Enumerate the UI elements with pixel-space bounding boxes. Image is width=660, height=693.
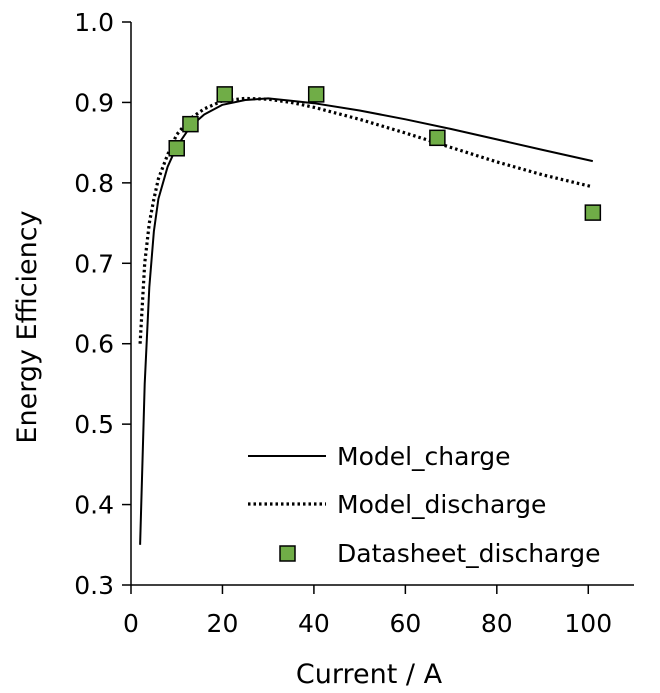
axes (130, 22, 634, 586)
y-tick-label: 0.4 (74, 491, 114, 520)
y-tick-label: 0.8 (74, 169, 114, 198)
y-tick-label: 0.9 (74, 88, 114, 117)
series-line-model-charge (139, 97, 594, 545)
data-point-datasheet-discharge (216, 86, 233, 103)
plot-lines (138, 96, 594, 545)
y-tick-label: 1.0 (74, 8, 114, 37)
y-tick-label: 0.5 (74, 410, 114, 439)
data-point-datasheet-discharge (429, 129, 446, 147)
x-tick-label: 100 (564, 609, 612, 638)
legend-swatch-datasheet-discharge (279, 545, 296, 562)
legend-label-model-discharge: Model_discharge (337, 490, 546, 519)
data-point-datasheet-discharge (168, 140, 185, 157)
x-axis-title: Current / A (296, 659, 443, 690)
y-axis-title: Energy Efficiency (12, 210, 43, 443)
legend-label-datasheet-discharge: Datasheet_discharge (337, 539, 600, 568)
x-tick-label: 20 (207, 609, 239, 638)
legend: Model_charge Model_discharge Datasheet_d… (248, 442, 600, 568)
series-line-model-discharge (138, 96, 594, 344)
data-point-datasheet-discharge (182, 115, 199, 133)
x-tick-label: 0 (123, 609, 139, 638)
data-point-datasheet-discharge (307, 86, 325, 103)
x-tick-label: 60 (389, 609, 421, 638)
y-tick-label: 0.3 (74, 571, 114, 600)
y-tick-label: 0.7 (74, 249, 114, 278)
data-point-datasheet-discharge (584, 204, 602, 221)
ticks: 0.3 0.4 0.5 0.6 0.7 0.8 0.9 1.0 0 20 40 60 80 100 (74, 8, 612, 638)
y-tick-label: 0.6 (74, 330, 114, 359)
legend-label-model-charge: Model_charge (337, 442, 511, 471)
x-tick-label: 80 (481, 609, 513, 638)
plot-markers (168, 86, 602, 221)
x-tick-label: 40 (298, 609, 330, 638)
